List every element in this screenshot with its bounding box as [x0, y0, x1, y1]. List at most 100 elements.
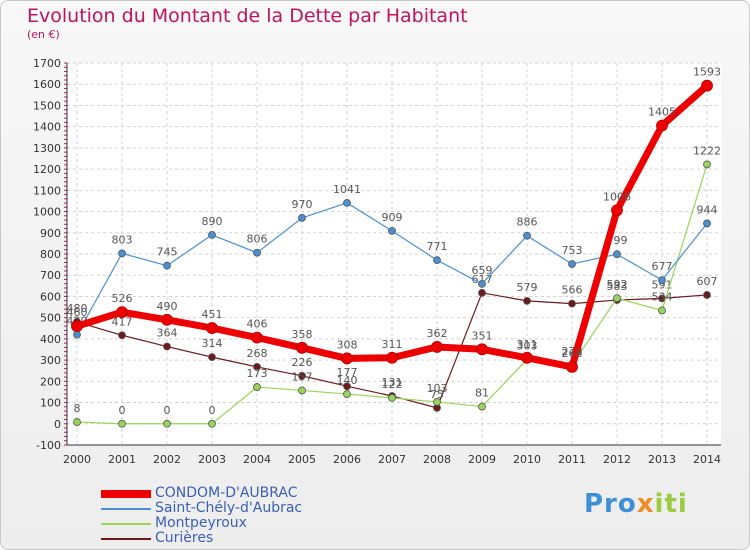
data-label-curi-res: 566: [562, 284, 583, 297]
legend-swatch-saint-chely: [101, 508, 151, 510]
data-label-curi-res: 177: [337, 366, 358, 379]
data-label-saint-ch-ly-d-aubrac: 944: [697, 203, 718, 216]
data-label-curi-res: 607: [697, 275, 718, 288]
data-label-montpeyroux: 81: [475, 387, 489, 400]
data-label-condom-d-aubrac: 268: [562, 347, 583, 360]
data-point-condom-d-aubrac: [116, 306, 128, 319]
data-point-curi-res: [343, 382, 351, 391]
data-point-montpeyroux: [73, 418, 81, 426]
data-point-saint-ch-ly-d-aubrac: [568, 260, 576, 268]
data-point-condom-d-aubrac: [656, 119, 668, 132]
data-point-montpeyroux: [343, 390, 351, 398]
data-label-montpeyroux: 103: [427, 382, 448, 395]
data-point-condom-d-aubrac: [296, 341, 308, 354]
data-label-montpeyroux: 157: [292, 370, 313, 383]
data-point-montpeyroux: [118, 419, 126, 428]
y-tick-label: -100: [36, 439, 61, 452]
data-label-curi-res: 226: [292, 356, 313, 369]
y-tick-label: 300: [40, 354, 61, 367]
data-point-saint-ch-ly-d-aubrac: [433, 256, 441, 265]
x-tick-label: 2002: [153, 453, 181, 466]
data-label-condom-d-aubrac: 526: [112, 292, 133, 305]
proxiti-logo: Proxiti: [584, 489, 688, 519]
data-label-montpeyroux: 0: [164, 404, 171, 417]
data-point-condom-d-aubrac: [206, 322, 218, 334]
x-tick-label: 2011: [558, 453, 586, 466]
data-label-saint-ch-ly-d-aubrac: 745: [157, 246, 178, 259]
data-point-condom-d-aubrac: [386, 351, 398, 364]
data-label-condom-d-aubrac: 358: [292, 328, 313, 341]
y-tick-label: 1000: [33, 206, 61, 219]
chart-unit: (en €): [27, 28, 60, 41]
data-label-saint-ch-ly-d-aubrac: 890: [202, 215, 223, 228]
data-point-curi-res: [703, 291, 711, 299]
data-point-curi-res: [568, 299, 576, 308]
x-tick-label: 2008: [423, 453, 451, 466]
data-point-condom-d-aubrac: [161, 313, 173, 326]
legend-swatch-condom: [101, 490, 151, 498]
data-point-curi-res: [298, 371, 306, 380]
data-point-saint-ch-ly-d-aubrac: [253, 248, 261, 257]
y-tick-label: 400: [40, 333, 61, 346]
legend-label-condom: CONDOM-D'AUBRAC: [155, 485, 298, 501]
data-point-curi-res: [208, 353, 216, 362]
data-label-curi-res: 364: [157, 327, 178, 340]
data-point-saint-ch-ly-d-aubrac: [163, 261, 171, 270]
x-tick-label: 2013: [648, 453, 676, 466]
x-tick-label: 2000: [63, 453, 91, 466]
data-label-condom-d-aubrac: 451: [202, 308, 223, 321]
legend-swatch-montpeyroux: [101, 523, 151, 525]
data-point-saint-ch-ly-d-aubrac: [388, 226, 396, 235]
x-tick-label: 2003: [198, 453, 226, 466]
data-label-condom-d-aubrac: 1405: [648, 106, 676, 119]
data-label-montpeyroux: 0: [209, 404, 216, 417]
data-label-condom-d-aubrac: 460: [67, 306, 88, 319]
legend-label-saint-chely: Saint-Chély-d'Aubrac: [155, 500, 303, 516]
data-label-montpeyroux: 534: [652, 290, 673, 303]
x-tick-label: 2006: [333, 453, 361, 466]
data-label-saint-ch-ly-d-aubrac: 753: [562, 244, 583, 257]
data-label-curi-res: 75: [430, 388, 444, 401]
data-label-saint-ch-ly-d-aubrac: 806: [247, 233, 268, 246]
data-point-saint-ch-ly-d-aubrac: [523, 231, 531, 240]
x-tick-label: 2012: [603, 453, 631, 466]
data-point-condom-d-aubrac: [611, 204, 623, 217]
y-tick-label: 1200: [33, 163, 61, 176]
data-point-saint-ch-ly-d-aubrac: [298, 214, 306, 222]
x-tick-label: 2010: [513, 453, 541, 466]
data-point-saint-ch-ly-d-aubrac: [478, 280, 486, 288]
data-point-montpeyroux: [703, 160, 711, 169]
y-tick-label: 200: [40, 375, 61, 388]
data-label-curi-res: 314: [202, 337, 223, 350]
y-tick-label: 900: [40, 227, 61, 240]
data-label-condom-d-aubrac: 490: [157, 300, 178, 313]
data-label-curi-res: 131: [382, 376, 403, 389]
data-point-curi-res: [253, 363, 261, 371]
x-tick-label: 2005: [288, 453, 316, 466]
data-label-condom-d-aubrac: 406: [247, 318, 268, 331]
y-tick-label: 800: [40, 248, 61, 261]
data-point-condom-d-aubrac: [431, 341, 443, 353]
legend-label-curieres: Curières: [155, 530, 214, 546]
x-tick-label: 2004: [243, 453, 271, 466]
data-label-montpeyroux: 303: [517, 339, 538, 352]
data-point-montpeyroux: [298, 386, 306, 395]
y-tick-label: 0: [54, 418, 61, 431]
logo-part-3: iti: [654, 489, 688, 519]
data-point-curi-res: [163, 342, 171, 351]
y-tick-label: 100: [40, 397, 61, 410]
data-label-montpeyroux: 0: [119, 404, 126, 417]
chart-title: Evolution du Montant de la Dette par Hab…: [27, 5, 468, 27]
data-label-saint-ch-ly-d-aubrac: 771: [427, 240, 448, 253]
data-label-saint-ch-ly-d-aubrac: 803: [112, 233, 133, 246]
x-tick-label: 2001: [108, 453, 136, 466]
data-point-montpeyroux: [433, 398, 441, 406]
data-point-condom-d-aubrac: [251, 331, 263, 344]
data-label-condom-d-aubrac: 311: [517, 338, 538, 351]
data-point-condom-d-aubrac: [701, 79, 713, 92]
data-point-curi-res: [478, 288, 486, 297]
data-label-montpeyroux: 173: [247, 367, 268, 380]
data-label-saint-ch-ly-d-aubrac: 909: [382, 211, 403, 224]
